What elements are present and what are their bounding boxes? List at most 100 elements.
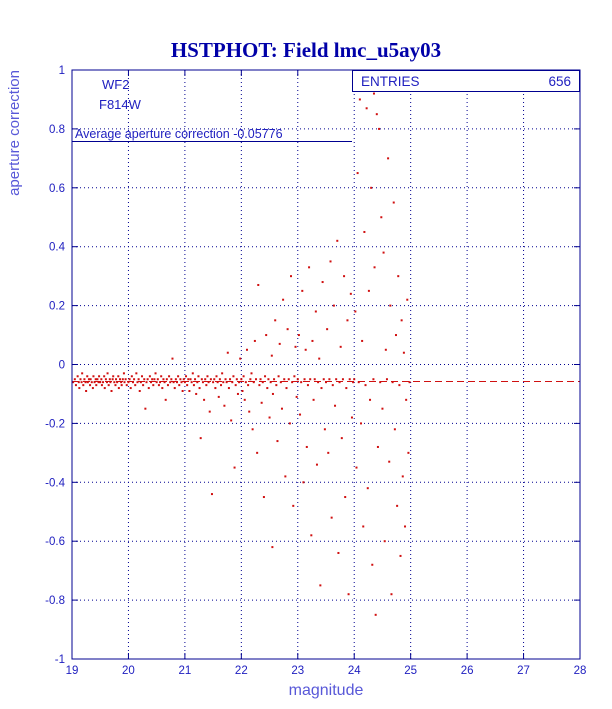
- scatter-point: [312, 398, 315, 401]
- scatter-point: [198, 387, 201, 390]
- scatter-point: [217, 395, 220, 398]
- scatter-point: [83, 378, 86, 381]
- scatter-point: [120, 384, 123, 387]
- scatter-point: [86, 375, 89, 378]
- scatter-point: [334, 404, 337, 407]
- scatter-point: [154, 372, 157, 375]
- scatter-point: [291, 381, 294, 384]
- scatter-point: [265, 334, 268, 337]
- scatter-point: [347, 593, 350, 596]
- scatter-point: [225, 381, 228, 384]
- scatter-point: [91, 387, 94, 390]
- scatter-point: [183, 381, 186, 384]
- scatter-point: [408, 381, 411, 384]
- scatter-point: [173, 387, 176, 390]
- scatter-point: [314, 310, 317, 313]
- scatter-point: [276, 440, 279, 443]
- scatter-point: [251, 428, 254, 431]
- scatter-point: [385, 378, 388, 381]
- scatter-point: [138, 390, 141, 393]
- scatter-point: [201, 381, 204, 384]
- scatter-point: [220, 384, 223, 387]
- scatter-point: [356, 172, 359, 175]
- scatter-point: [346, 319, 349, 322]
- scatter-point: [95, 384, 98, 387]
- scatter-point: [74, 384, 77, 387]
- scatter-point: [371, 563, 374, 566]
- scatter-point: [86, 381, 89, 384]
- scatter-point: [372, 378, 375, 381]
- scatter-point: [148, 375, 151, 378]
- svg-text:27: 27: [517, 665, 530, 677]
- svg-text:20: 20: [122, 665, 135, 677]
- scatter-point: [196, 381, 199, 384]
- scatter-point: [164, 398, 167, 401]
- scatter-point: [205, 384, 208, 387]
- scatter-point: [99, 381, 102, 384]
- scatter-point: [393, 428, 396, 431]
- scatter-point: [317, 381, 320, 384]
- scatter-point: [375, 113, 378, 116]
- scatter-point: [266, 387, 269, 390]
- scatter-point: [318, 357, 321, 360]
- y-axis-label: aperture correction: [6, 70, 23, 196]
- scatter-point: [378, 127, 381, 130]
- scatter-point: [364, 384, 367, 387]
- scatter-point: [294, 345, 297, 348]
- scatter-point: [165, 378, 168, 381]
- scatter-point: [112, 375, 115, 378]
- svg-text:25: 25: [404, 665, 417, 677]
- svg-text:0.6: 0.6: [49, 183, 65, 195]
- scatter-point: [127, 381, 130, 384]
- scatter-point: [192, 384, 195, 387]
- scatter-point: [187, 378, 190, 381]
- scatter-point: [275, 384, 278, 387]
- svg-text:28: 28: [574, 665, 587, 677]
- scatter-point: [194, 378, 197, 381]
- scatter-point: [322, 378, 325, 381]
- x-axis-label: magnitude: [288, 682, 364, 699]
- scatter-point: [264, 375, 267, 378]
- scatter-point: [84, 381, 87, 384]
- scatter-point: [283, 378, 286, 381]
- svg-text:-0.4: -0.4: [45, 477, 65, 489]
- filter-label: F814W: [99, 97, 141, 112]
- scatter-point: [299, 413, 302, 416]
- svg-text:-0.8: -0.8: [45, 595, 65, 607]
- x-tick-labels: 19 20 21 22 23 24 25 26 27 28: [66, 665, 587, 677]
- svg-text:0.2: 0.2: [49, 301, 65, 313]
- scatter-point: [279, 381, 282, 384]
- scatter-point: [330, 516, 333, 519]
- scatter-point: [315, 463, 318, 466]
- scatter-point: [365, 107, 368, 110]
- scatter-point: [343, 275, 346, 278]
- scatter-point: [269, 381, 272, 384]
- scatter-point: [245, 348, 248, 351]
- scatter-point: [319, 584, 322, 587]
- scatter-point: [406, 298, 409, 301]
- scatter-point: [235, 378, 238, 381]
- scatter-point: [234, 384, 237, 387]
- scatter-point: [359, 422, 362, 425]
- scatter-point: [340, 437, 343, 440]
- scatter-point: [181, 390, 184, 393]
- scatter-point: [345, 387, 348, 390]
- scatter-point: [274, 319, 277, 322]
- svg-text:-0.6: -0.6: [45, 536, 65, 548]
- page-title: HSTPHOT: Field lmc_u5ay03: [170, 38, 442, 63]
- scatter-point: [357, 381, 360, 384]
- svg-text:0.4: 0.4: [49, 242, 66, 254]
- scatter-point: [243, 398, 246, 401]
- scatter-point: [239, 357, 242, 360]
- scatter-point: [203, 398, 206, 401]
- scatter-point: [195, 392, 198, 395]
- scatter-point: [257, 283, 260, 286]
- scatter-point: [125, 384, 128, 387]
- average-underline: [72, 141, 352, 142]
- scatter-point: [344, 496, 347, 499]
- scatter-point: [288, 422, 291, 425]
- svg-text:23: 23: [291, 665, 304, 677]
- scatter-point: [144, 407, 147, 410]
- svg-text:0.8: 0.8: [49, 124, 65, 136]
